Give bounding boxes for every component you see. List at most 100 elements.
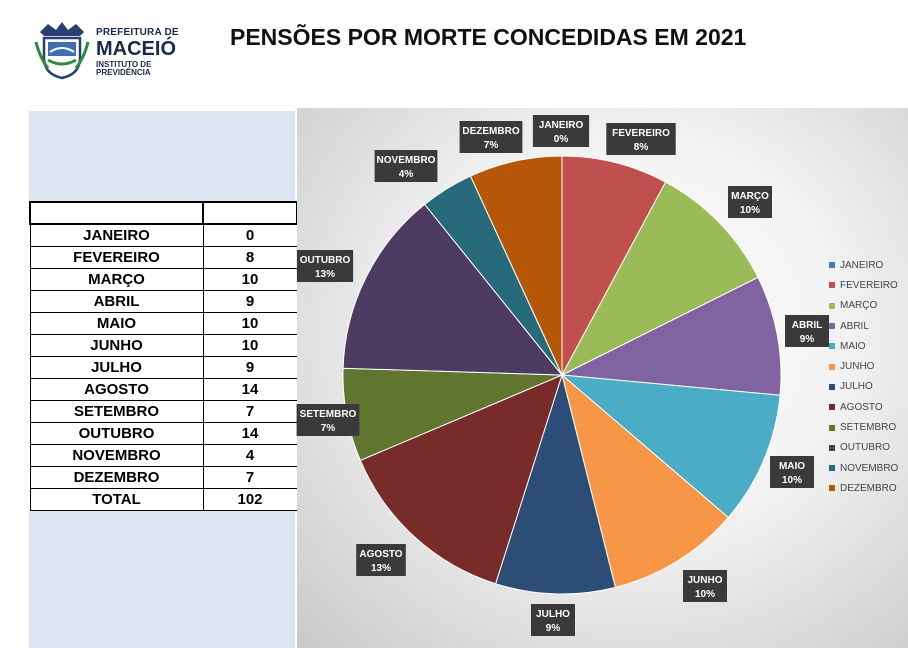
- data-label-box: [728, 186, 772, 218]
- legend-item: ABRIL: [829, 316, 901, 336]
- legend-swatch: [829, 302, 835, 309]
- legend-swatch: [829, 465, 835, 472]
- data-label: ABRIL 9%: [785, 315, 829, 347]
- data-label-box: [374, 150, 438, 182]
- legend-swatch: [829, 323, 835, 330]
- data-label-percent: 4%: [399, 169, 414, 180]
- table-row: AGOSTO 14: [29, 378, 298, 401]
- data-label-box: [296, 250, 354, 282]
- data-label: SETEMBRO 7%: [296, 404, 360, 436]
- total-value: 102: [202, 488, 298, 511]
- legend-label: DEZEMBRO: [840, 482, 897, 494]
- legend-label: MARÇO: [840, 300, 878, 312]
- data-label-box: [785, 315, 829, 347]
- legend-label: SETEMBRO: [840, 422, 897, 434]
- legend-swatch: [829, 282, 835, 289]
- data-label-percent: 7%: [321, 423, 336, 434]
- pie-slice-outubro: [342, 203, 564, 376]
- legend-item: FEVEREIRO: [829, 275, 901, 295]
- legend-item: OUTUBRO: [829, 438, 901, 458]
- table-header-cell: [29, 201, 204, 225]
- legend-swatch: [829, 343, 835, 350]
- legend-swatch: [829, 363, 835, 370]
- data-label-category: JULHO: [536, 609, 570, 620]
- table-row: DEZEMBRO 7: [29, 466, 298, 489]
- month-cell: DEZEMBRO: [29, 466, 204, 489]
- month-cell: ABRIL: [29, 290, 204, 313]
- pie-slice-agosto: [359, 374, 563, 585]
- month-cell: SETEMBRO: [29, 400, 204, 423]
- logo-text: PREFEITURA DE MACEIÓ INSTITUTO DE PREVID…: [96, 28, 204, 77]
- data-label-percent: 8%: [634, 142, 649, 153]
- legend-item: JULHO: [829, 377, 901, 397]
- data-label-category: DEZEMBRO: [462, 126, 519, 137]
- data-label-category: SETEMBRO: [300, 409, 357, 420]
- coat-of-arms-icon: [34, 22, 90, 80]
- legend-item: MAIO: [829, 336, 901, 356]
- data-label: JULHO 9%: [531, 604, 575, 636]
- data-label-category: NOVEMBRO: [377, 155, 436, 166]
- data-label-box: [683, 570, 727, 602]
- legend-item: JANEIRO: [829, 255, 901, 275]
- data-label-percent: 13%: [315, 269, 335, 280]
- data-label: FEVEREIRO 8%: [606, 123, 676, 155]
- legend-swatch: [829, 383, 835, 390]
- data-label-category: ABRIL: [792, 320, 823, 331]
- legend-item: MARÇO: [829, 296, 901, 316]
- data-label-category: AGOSTO: [359, 549, 402, 560]
- legend-swatch: [829, 424, 835, 431]
- legend-swatch: [829, 485, 835, 492]
- data-table: JANEIRO 0 FEVEREIRO 8 MARÇO 10 ABRIL 9 MAIO 10 JUN…: [29, 201, 298, 511]
- logo: PREFEITURA DE MACEIÓ INSTITUTO DE PREVID…: [34, 18, 204, 82]
- table-row: OUTUBRO 14: [29, 422, 298, 445]
- legend-swatch: [829, 404, 835, 411]
- legend-swatch: [829, 262, 835, 269]
- legend-label: JANEIRO: [840, 259, 884, 271]
- data-label: OUTUBRO 13%: [296, 250, 354, 282]
- data-label-percent: 9%: [546, 623, 561, 634]
- legend-item: DEZEMBRO: [829, 478, 901, 498]
- page-title: PENSÕES POR MORTE CONCEDIDAS EM 2021: [230, 24, 747, 50]
- data-label-percent: 13%: [371, 563, 391, 574]
- data-label-box: [356, 544, 406, 576]
- legend-item: NOVEMBRO: [829, 458, 901, 478]
- data-label: NOVEMBRO 4%: [374, 150, 438, 182]
- pie-slice-abril: [560, 276, 782, 396]
- data-label-box: [531, 604, 575, 636]
- data-label: MARÇO 10%: [728, 186, 772, 218]
- legend-label: JUNHO: [840, 361, 875, 373]
- table-row: NOVEMBRO 4: [29, 444, 298, 467]
- data-label-category: OUTUBRO: [300, 255, 351, 266]
- data-label: JUNHO 10%: [683, 570, 727, 602]
- data-label-category: JANEIRO: [539, 120, 584, 131]
- value-cell: 14: [202, 378, 298, 401]
- data-label-box: [606, 123, 676, 155]
- legend-item: JUNHO: [829, 356, 901, 376]
- legend-label: JULHO: [840, 381, 873, 393]
- data-label: AGOSTO 13%: [356, 544, 406, 576]
- data-label-percent: 0%: [554, 134, 569, 145]
- legend-item: AGOSTO: [829, 397, 901, 417]
- pie-slice-julho: [494, 373, 617, 595]
- data-label: JANEIRO 0%: [532, 115, 590, 147]
- legend-label: OUTUBRO: [840, 442, 890, 454]
- logo-line-3: INSTITUTO DE PREVIDÊNCIA: [96, 60, 152, 77]
- pie-slice-dezembro: [469, 155, 563, 376]
- legend-label: MAIO: [840, 340, 866, 352]
- legend-label: AGOSTO: [840, 401, 883, 413]
- legend-item: SETEMBRO: [829, 417, 901, 437]
- logo-line-2: MACEIÓ: [96, 38, 176, 60]
- logo-line-1: PREFEITURA DE: [96, 27, 179, 38]
- data-label: MAIO 10%: [770, 456, 814, 488]
- data-label-box: [532, 115, 590, 147]
- data-label-percent: 9%: [800, 334, 815, 345]
- data-label-category: JUNHO: [687, 575, 722, 586]
- data-label: DEZEMBRO 7%: [459, 121, 523, 153]
- legend-label: NOVEMBRO: [840, 462, 899, 474]
- legend-label: FEVEREIRO: [840, 279, 898, 291]
- month-cell: FEVEREIRO: [29, 246, 204, 269]
- data-label-percent: 10%: [740, 205, 760, 216]
- pie-slice-maio: [560, 374, 781, 519]
- pie-slice-fevereiro: [561, 155, 667, 376]
